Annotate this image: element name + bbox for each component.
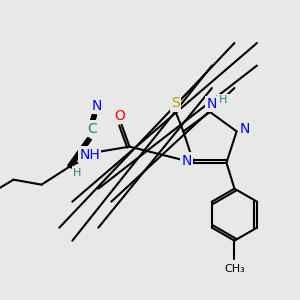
Text: N: N xyxy=(239,122,250,136)
Text: N: N xyxy=(92,99,102,113)
Text: N: N xyxy=(182,154,192,168)
Text: N: N xyxy=(207,97,217,111)
Text: S: S xyxy=(171,96,180,110)
Text: H: H xyxy=(74,168,82,178)
Text: H: H xyxy=(219,95,227,105)
Text: CH₃: CH₃ xyxy=(224,264,245,274)
Text: O: O xyxy=(114,109,125,123)
Text: NH: NH xyxy=(79,148,100,162)
Text: C: C xyxy=(88,122,98,136)
